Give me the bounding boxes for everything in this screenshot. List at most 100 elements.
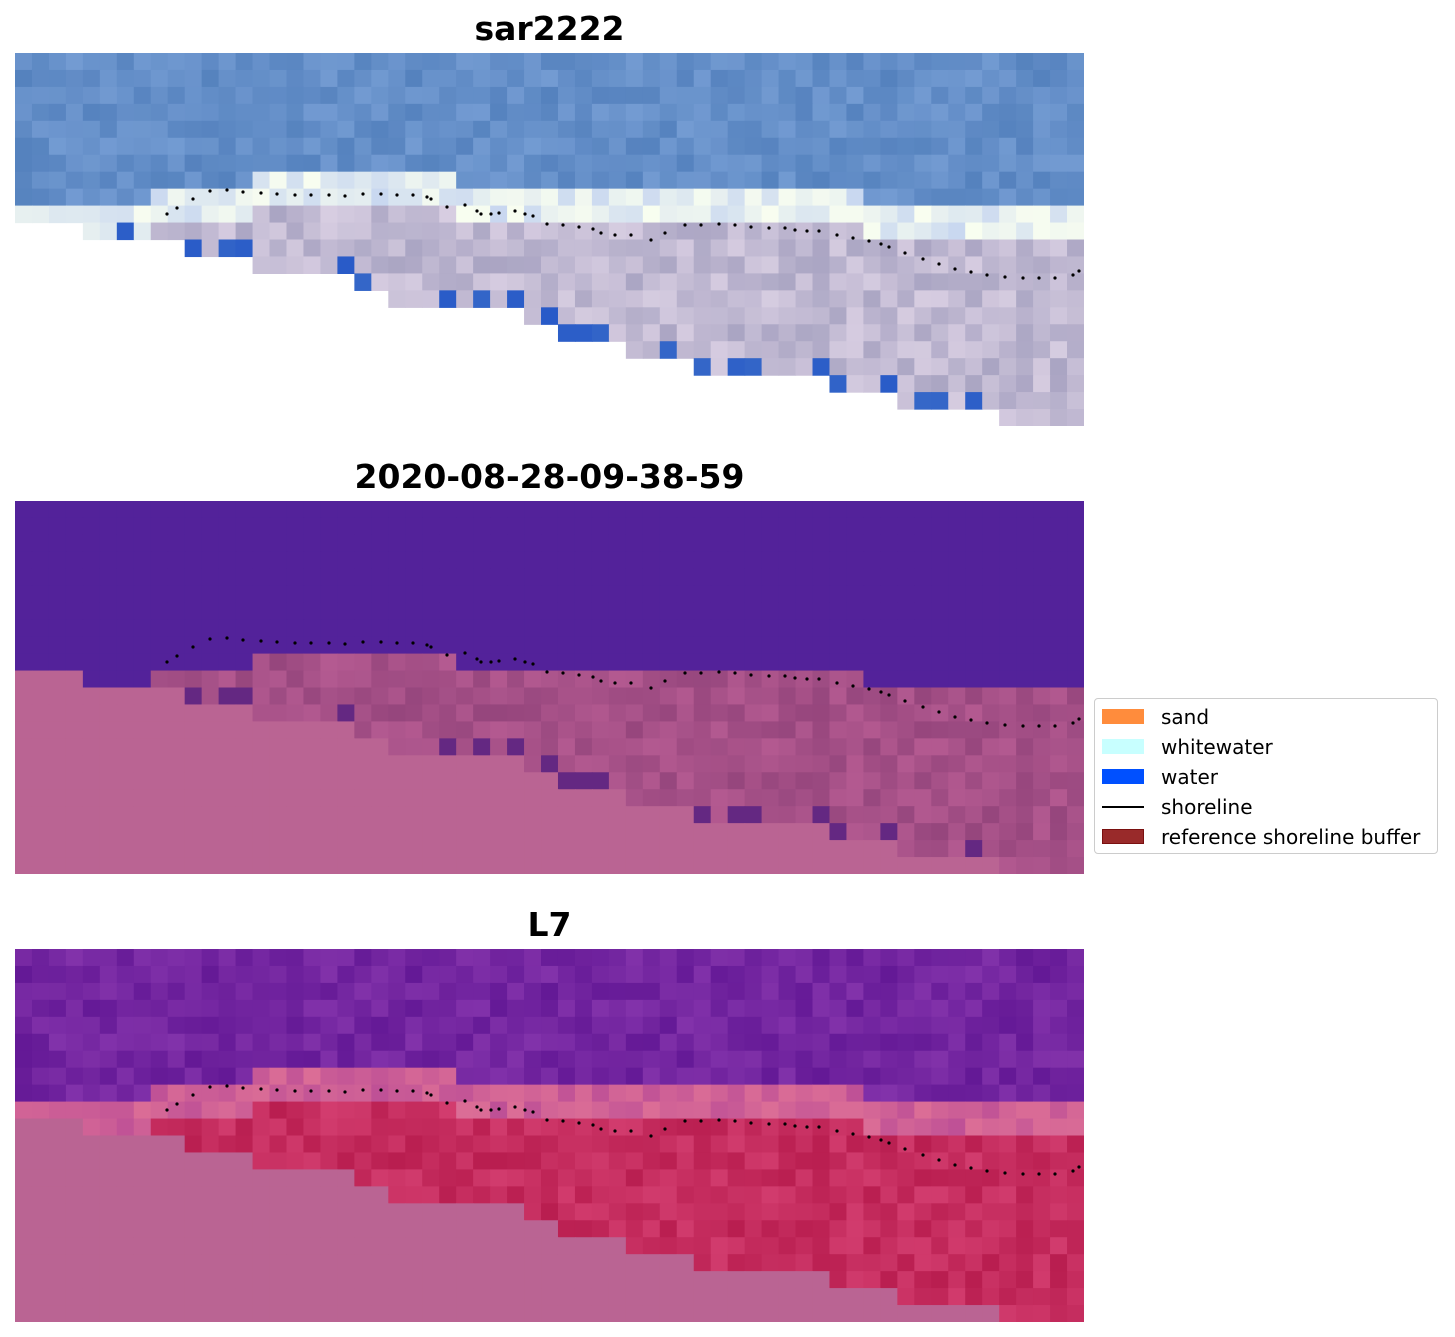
raster-pixel (931, 949, 949, 967)
raster-pixel (642, 222, 661, 241)
raster-pixel (167, 653, 186, 672)
raster-pixel (965, 949, 983, 967)
raster-pixel (235, 965, 254, 984)
raster-pixel (456, 1118, 474, 1137)
raster-pixel (65, 738, 84, 756)
raster-pixel (948, 307, 966, 325)
raster-pixel (744, 1016, 763, 1035)
raster-pixel (812, 239, 831, 258)
shoreline-point (683, 1119, 687, 1123)
raster-pixel (82, 636, 101, 655)
raster-pixel (1033, 188, 1051, 207)
shoreline-point (663, 1127, 667, 1131)
raster-pixel (320, 1169, 338, 1187)
shoreline-point (805, 677, 809, 681)
shoreline-point (293, 641, 297, 645)
raster-pixel (439, 53, 457, 71)
raster-pixel (1033, 636, 1051, 655)
raster-pixel (880, 273, 898, 291)
raster-pixel (116, 501, 135, 519)
raster-pixel (897, 86, 915, 105)
raster-pixel (337, 602, 355, 621)
raster-pixel (133, 636, 152, 655)
raster-pixel (557, 1152, 576, 1170)
raster-pixel (778, 568, 797, 587)
raster-pixel (642, 324, 661, 342)
raster-pixel (82, 1237, 101, 1255)
raster-pixel (490, 551, 508, 570)
raster-pixel (235, 86, 254, 105)
raster-pixel (201, 1067, 220, 1086)
raster-pixel (574, 636, 593, 655)
raster-pixel (897, 1033, 915, 1052)
raster-pixel (778, 857, 797, 874)
raster-pixel (320, 239, 338, 258)
raster-pixel (761, 982, 780, 1001)
raster-pixel (574, 1203, 593, 1221)
raster-pixel (201, 1271, 220, 1289)
raster-pixel (184, 239, 203, 258)
raster-pixel (286, 772, 305, 790)
raster-pixel (863, 585, 881, 604)
raster-pixel (48, 1186, 67, 1204)
raster-pixel (591, 823, 610, 841)
raster-pixel (439, 1101, 457, 1120)
raster-pixel (286, 1186, 305, 1204)
raster-pixel (31, 704, 50, 722)
raster-pixel (557, 602, 576, 621)
raster-pixel (1067, 53, 1084, 71)
raster-pixel (1016, 239, 1034, 258)
raster-pixel (150, 120, 169, 139)
raster-pixel (642, 1288, 661, 1306)
shoreline-point (225, 1084, 229, 1088)
raster-pixel (303, 1152, 322, 1170)
raster-pixel (965, 205, 983, 224)
raster-pixel (524, 137, 542, 156)
raster-pixel (303, 1237, 322, 1255)
raster-pixel (778, 120, 797, 139)
raster-pixel (1050, 568, 1068, 587)
raster-pixel (608, 120, 627, 139)
raster-pixel (744, 501, 763, 519)
raster-pixel (829, 1118, 848, 1137)
raster-pixel (557, 1135, 576, 1154)
raster-pixel (218, 772, 237, 790)
raster-pixel (625, 551, 644, 570)
raster-pixel (710, 86, 729, 105)
shoreline-point (208, 637, 212, 641)
raster-pixel (608, 256, 627, 274)
raster-pixel (541, 1288, 559, 1306)
raster-pixel (897, 1271, 915, 1289)
raster-pixel (15, 619, 33, 638)
raster-pixel (320, 53, 338, 71)
raster-pixel (778, 1271, 797, 1289)
raster-pixel (286, 551, 305, 570)
raster-pixel (1016, 534, 1034, 553)
raster-pixel (880, 721, 898, 739)
raster-pixel (388, 602, 406, 621)
raster-pixel (710, 290, 729, 308)
shoreline-point (225, 636, 229, 640)
raster-pixel (507, 517, 525, 536)
raster-pixel (710, 1254, 729, 1272)
raster-pixel (303, 1305, 322, 1322)
raster-pixel (252, 1084, 271, 1103)
raster-pixel (846, 290, 865, 308)
raster-pixel (439, 205, 457, 224)
raster-pixel (150, 137, 169, 156)
raster-pixel (456, 949, 474, 967)
raster-pixel (574, 534, 593, 553)
raster-pixel (880, 517, 898, 536)
shoreline-point (921, 257, 925, 261)
raster-pixel (320, 1186, 338, 1204)
raster-pixel (863, 1067, 881, 1086)
raster-pixel (608, 823, 627, 841)
raster-pixel (48, 653, 67, 672)
raster-pixel (625, 324, 644, 342)
raster-pixel (116, 120, 135, 139)
raster-pixel (812, 721, 831, 739)
raster-pixel (116, 1186, 135, 1204)
raster-pixel (999, 982, 1017, 1001)
raster-pixel (405, 772, 423, 790)
raster-pixel (150, 687, 169, 706)
